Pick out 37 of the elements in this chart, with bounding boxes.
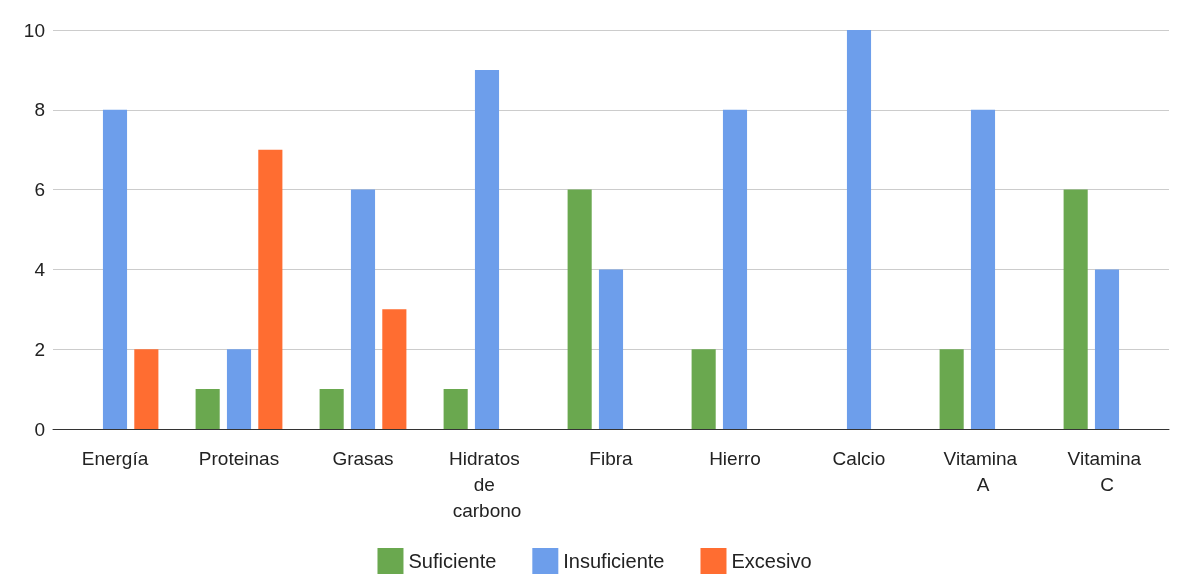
bar (226, 349, 252, 429)
bar (1063, 189, 1088, 429)
x-tick-label: Grasas (332, 447, 394, 469)
x-tick-label: Energía (81, 447, 149, 469)
x-tick-label: Hidratos de carbono (448, 447, 526, 521)
bar (319, 389, 344, 429)
legend-label: Insuficiente (563, 550, 665, 572)
y-tick-label: 8 (34, 99, 45, 121)
bar (598, 269, 624, 429)
legend-label: Suficiente (408, 550, 497, 572)
x-tick-label: Proteinas (198, 447, 280, 469)
bar (691, 349, 716, 429)
x-tick-label: Hierro (709, 447, 761, 469)
bar (350, 189, 376, 429)
bar (258, 149, 283, 429)
bar (722, 109, 748, 429)
legend-label: Excesivo (731, 550, 812, 572)
bar (939, 349, 964, 429)
x-tick-label: Calcio (832, 447, 886, 469)
bar (195, 389, 220, 429)
bar (474, 69, 500, 429)
y-tick-label: 4 (34, 258, 46, 280)
bar (1094, 269, 1120, 429)
y-tick-label: 2 (34, 338, 45, 360)
y-tick-label: 6 (34, 179, 45, 201)
bar (443, 389, 468, 429)
x-tick-label: Fibra (589, 447, 634, 469)
bar (382, 309, 407, 429)
x-tick-label: Vitamina A (943, 447, 1023, 495)
bar (970, 109, 996, 429)
bar (134, 349, 159, 429)
y-tick-label: 0 (34, 418, 45, 440)
bar (102, 109, 128, 429)
bar (846, 30, 872, 429)
bar (567, 189, 592, 429)
x-tick-label: Vitamina C (1067, 447, 1147, 495)
y-tick-label: 10 (23, 19, 45, 41)
